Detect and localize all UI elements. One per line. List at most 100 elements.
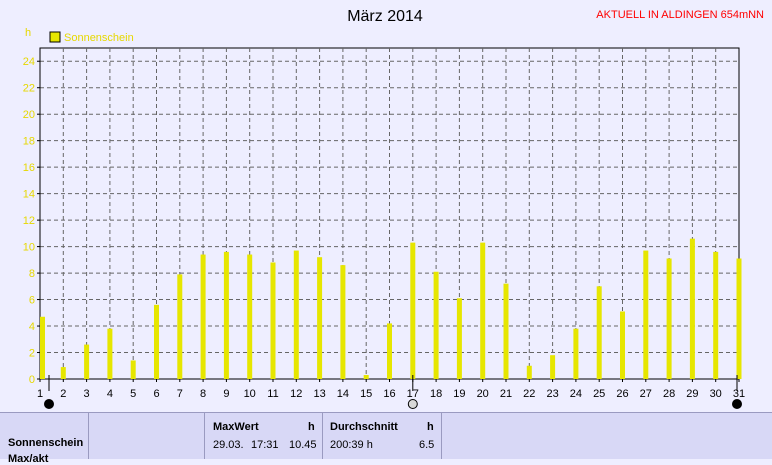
max-date: 29.03. (213, 439, 244, 451)
y-tick-label: 12 (23, 215, 35, 227)
new-moon-icon (732, 399, 742, 409)
x-tick-label: 18 (430, 388, 442, 400)
bar-day-15 (363, 375, 369, 379)
max-value: 10.45 (289, 439, 317, 451)
x-tick-label: 9 (223, 388, 229, 400)
bar-day-19 (456, 298, 462, 379)
x-tick-label: 4 (107, 388, 113, 400)
max-unit: h (308, 421, 315, 433)
y-tick-label: 8 (29, 268, 35, 280)
y-tick-label: 2 (29, 348, 35, 360)
y-tick-label: 16 (23, 162, 35, 174)
bar-day-12 (293, 250, 299, 379)
max-header: MaxWert (213, 421, 259, 433)
bar-day-11 (270, 262, 276, 379)
legend-label: Sonnenschein (64, 32, 134, 44)
footer-row-label-2: Max/akt (8, 453, 49, 465)
bar-day-13 (317, 257, 323, 379)
y-tick-label: 6 (29, 295, 35, 307)
moon-phase-markers (44, 375, 742, 409)
y-tick-label: 18 (23, 136, 35, 148)
x-tick-label: 24 (570, 388, 582, 400)
avg-total: 200:39 h (330, 439, 373, 451)
bar-day-16 (387, 323, 392, 379)
x-tick-label: 3 (84, 388, 90, 400)
bar-day-22 (526, 365, 532, 379)
x-tick-label: 25 (593, 388, 605, 400)
bar-day-21 (503, 283, 509, 379)
footer-row-label: Sonnenschein (8, 437, 84, 449)
x-tick-label: 10 (244, 388, 256, 400)
x-tick-label: 12 (290, 388, 302, 400)
x-tick-label: 5 (130, 388, 136, 400)
bar-day-27 (643, 250, 649, 379)
bar-day-2 (60, 367, 66, 379)
x-tick-label: 11 (267, 388, 278, 400)
bar-day-25 (596, 286, 602, 379)
bar-day-3 (84, 344, 90, 379)
bar-day-1 (40, 316, 45, 379)
x-tick-label: 17 (407, 388, 419, 400)
bar-day-6 (154, 304, 159, 379)
bar-day-7 (177, 274, 183, 379)
x-tick-label: 21 (500, 388, 512, 400)
bar-day-23 (550, 355, 556, 379)
x-tick-label: 29 (686, 388, 698, 400)
x-tick-label: 26 (616, 388, 628, 400)
x-tick-label: 6 (153, 388, 159, 400)
avg-value: 6.5 (419, 439, 435, 451)
x-tick-label: 28 (663, 388, 675, 400)
bar-day-26 (620, 311, 625, 379)
x-tick-labels: 1 2 3 4 5 6 7 8 9 10 11 12 13 14 15 16 17 18 19 20 21 22 23 24 2… (37, 379, 745, 400)
footer-avg-cell: Durchschnitt h 200:39 h 6.5 (323, 413, 442, 459)
bar-day-24 (573, 328, 579, 379)
max-time: 17:31 (251, 439, 279, 451)
y-tick-label: 20 (23, 109, 35, 121)
bar-day-28 (666, 258, 672, 379)
full-moon-icon (407, 399, 418, 409)
avg-unit: h (427, 421, 434, 433)
bar-day-17 (410, 242, 416, 379)
chart-title: März 2014 (347, 8, 423, 25)
footer-max-cell: MaxWert h 29.03. 17:31 10.45 (205, 413, 323, 459)
x-tick-label: 31 (733, 388, 745, 400)
avg-header: Durchschnitt (330, 421, 398, 433)
y-tick-label: 14 (23, 189, 35, 201)
x-tick-label: 1 (37, 388, 43, 400)
bar-day-29 (689, 238, 695, 379)
x-tick-label: 8 (200, 388, 206, 400)
y-tick-label: 0 (29, 374, 35, 386)
x-tick-label: 30 (710, 388, 722, 400)
footer-label-cell: Sonnenschein Max/akt (0, 413, 89, 465)
bar-day-5 (130, 360, 136, 379)
y-tick-label: 22 (23, 83, 35, 95)
bar-day-18 (433, 271, 439, 379)
bar-day-9 (223, 251, 229, 379)
bar-day-31 (736, 258, 742, 379)
summary-footer: Sonnenschein Max/akt MaxWert h 29.03. 17… (0, 412, 772, 465)
y-axis-unit-label: h (25, 27, 31, 39)
bar-day-30 (713, 251, 719, 379)
x-tick-label: 15 (360, 388, 372, 400)
bar-day-20 (480, 242, 486, 379)
legend-swatch (49, 31, 61, 43)
x-tick-label: 27 (640, 388, 652, 400)
x-tick-label: 23 (546, 388, 558, 400)
x-tick-label: 19 (453, 388, 465, 400)
bar-day-14 (340, 265, 346, 379)
x-tick-label: 20 (477, 388, 489, 400)
y-tick-label: 4 (29, 321, 35, 333)
y-tick-label: 10 (23, 242, 35, 254)
x-tick-label: 22 (523, 388, 535, 400)
station-subtitle: AKTUELL IN ALDINGEN 654mNN (596, 9, 764, 21)
bar-day-4 (107, 328, 113, 379)
footer-empty-cell (89, 413, 205, 459)
chart-canvas: März 2014 AKTUELL IN ALDINGEN 654mNN h S… (23, 8, 764, 409)
x-tick-label: 13 (313, 388, 325, 400)
new-moon-icon (44, 399, 54, 409)
bar-day-10 (247, 254, 253, 379)
bars-layer (40, 238, 742, 379)
x-tick-label: 16 (383, 388, 395, 400)
x-tick-label: 14 (337, 388, 349, 400)
